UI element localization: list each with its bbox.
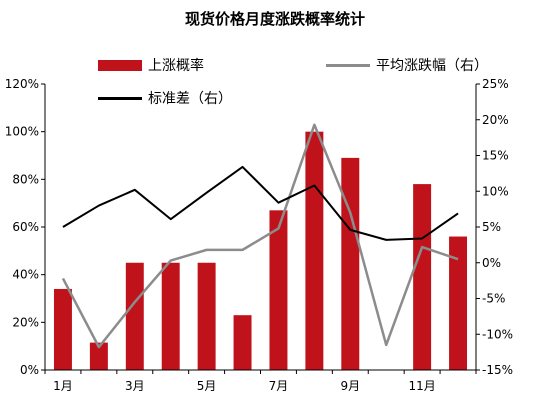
right-tick-label: -10% (482, 327, 513, 341)
x-tick-label: 9月 (340, 379, 360, 393)
legend-item-avg-change: 平均涨跌幅（右） (326, 55, 488, 75)
legend-swatch-bar (98, 59, 142, 71)
x-tick-label: 1月 (53, 379, 73, 393)
right-tick-label: 10% (482, 184, 509, 198)
legend-label: 标准差（右） (148, 91, 232, 107)
legend-label: 上涨概率 (148, 58, 204, 74)
legend-swatch-line (326, 63, 370, 67)
x-tick-label: 11月 (408, 379, 435, 393)
legend-swatch-line (98, 96, 142, 100)
right-tick-label: 15% (482, 149, 509, 163)
right-tick-label: 0% (482, 256, 501, 270)
x-tick-label: 5月 (197, 379, 217, 393)
right-tick-label: -5% (482, 292, 505, 306)
bar-9 (341, 157, 360, 370)
line-series-avg-change (61, 123, 459, 349)
bar-2 (89, 342, 108, 370)
bar-8 (305, 131, 324, 370)
left-tick-label: 60% (12, 220, 39, 234)
right-tick-label: 25% (482, 77, 509, 91)
bar-7 (269, 210, 288, 370)
bar-11 (413, 184, 432, 370)
right-tick-label: 5% (482, 220, 501, 234)
legend-item-std-dev: 标准差（右） (98, 88, 232, 108)
left-tick-label: 100% (5, 125, 39, 139)
left-tick-label: 120% (5, 77, 39, 91)
left-tick-label: 80% (12, 172, 39, 186)
legend-label: 平均涨跌幅（右） (376, 58, 488, 74)
left-tick-label: 0% (20, 363, 39, 377)
right-tick-label: -15% (482, 363, 513, 377)
bar-5 (197, 262, 216, 370)
bar-12 (449, 236, 468, 370)
bar-1 (53, 288, 72, 370)
right-tick-label: 20% (482, 113, 509, 127)
bar-4 (161, 262, 180, 370)
bar-3 (125, 262, 144, 370)
bar-6 (233, 315, 252, 370)
x-tick-label: 3月 (125, 379, 145, 393)
chart-title: 现货价格月度涨跌概率统计 (184, 10, 365, 28)
left-tick-label: 20% (12, 315, 39, 329)
legend-item-rise-probability: 上涨概率 (98, 55, 204, 75)
line-series-std-dev (62, 165, 459, 241)
x-tick-label: 7月 (269, 379, 289, 393)
left-tick-label: 40% (12, 268, 39, 282)
